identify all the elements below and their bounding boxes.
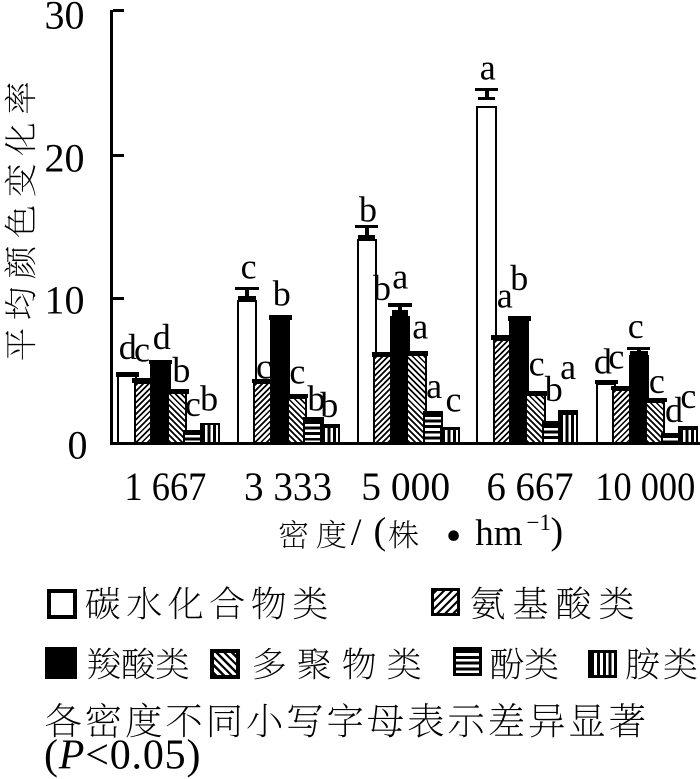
svg-text:b: b <box>200 379 218 419</box>
svg-text:d: d <box>665 390 683 430</box>
svg-text:c: c <box>649 361 665 401</box>
svg-text:c: c <box>134 330 150 370</box>
svg-text:/: / <box>351 512 362 554</box>
svg-text:c: c <box>628 306 644 346</box>
svg-text:(: ( <box>374 511 387 553</box>
svg-text:hm: hm <box>475 513 523 554</box>
svg-text:c: c <box>289 352 305 392</box>
svg-text:a: a <box>560 347 576 387</box>
svg-text:a: a <box>412 306 428 346</box>
svg-text:d: d <box>153 317 171 357</box>
svg-text:30: 30 <box>45 0 85 37</box>
svg-text:c: c <box>608 337 624 377</box>
svg-text:b: b <box>545 369 563 409</box>
svg-text:c: c <box>185 384 201 424</box>
svg-text:0: 0 <box>68 423 88 468</box>
svg-text:b: b <box>273 273 291 313</box>
svg-text:): ) <box>551 511 564 553</box>
svg-text:b: b <box>320 385 338 425</box>
svg-text:6 667: 6 667 <box>487 464 574 509</box>
svg-text:b: b <box>373 268 391 308</box>
svg-text:3 333: 3 333 <box>244 464 332 509</box>
svg-text:a: a <box>426 366 442 406</box>
svg-text:1 667: 1 667 <box>124 464 206 509</box>
svg-text:20: 20 <box>45 136 85 181</box>
svg-text:c: c <box>446 379 462 419</box>
svg-text:10: 10 <box>45 278 85 323</box>
svg-text:−1: −1 <box>527 510 551 535</box>
svg-text:d: d <box>119 327 137 367</box>
svg-text:b: b <box>307 379 325 419</box>
svg-text:a: a <box>392 256 408 296</box>
svg-text:(P<0.05): (P<0.05) <box>44 733 201 779</box>
svg-text:a: a <box>497 276 513 316</box>
svg-text:d: d <box>594 341 612 381</box>
svg-text:b: b <box>359 190 377 230</box>
svg-text:b: b <box>172 350 190 390</box>
svg-text:c: c <box>680 376 696 416</box>
svg-text:c: c <box>256 347 272 387</box>
svg-text:c: c <box>529 344 545 384</box>
svg-text:b: b <box>510 258 528 298</box>
svg-text:10 000: 10 000 <box>595 464 695 509</box>
svg-text:a: a <box>480 47 496 87</box>
svg-text:c: c <box>241 246 257 286</box>
svg-text:5 000: 5 000 <box>361 464 450 509</box>
